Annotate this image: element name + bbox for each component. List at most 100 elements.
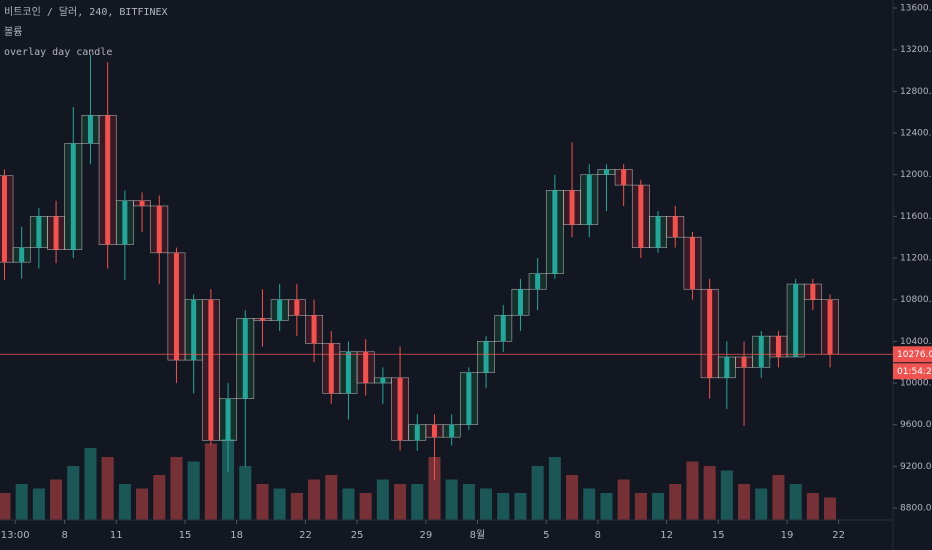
volume-bar bbox=[101, 457, 114, 520]
volume-bar bbox=[256, 484, 269, 520]
volume-bar bbox=[411, 484, 424, 520]
volume-bar bbox=[566, 475, 579, 520]
candle-body bbox=[139, 200, 145, 206]
y-tick-label: 10000.0 bbox=[900, 379, 932, 389]
candle-body bbox=[655, 216, 661, 248]
volume-label: 볼륨 bbox=[4, 26, 22, 38]
candle-body bbox=[105, 115, 111, 245]
volume-bar bbox=[738, 484, 751, 520]
volume-bar bbox=[806, 493, 819, 520]
last-price-box bbox=[893, 346, 932, 363]
candle-body bbox=[621, 169, 627, 186]
y-tick-label: 10400.0 bbox=[900, 337, 932, 347]
candle-body bbox=[500, 315, 506, 342]
volume-bar bbox=[239, 466, 252, 520]
x-tick-label: 25 bbox=[351, 530, 364, 541]
candle-body bbox=[277, 299, 283, 321]
volume-bar bbox=[376, 479, 389, 520]
volume-bar bbox=[703, 466, 716, 520]
volume-bar bbox=[222, 439, 235, 520]
volume-bar bbox=[187, 461, 200, 520]
x-tick-label: 18 bbox=[230, 530, 243, 541]
indicator-label: overlay day candle bbox=[4, 47, 112, 58]
volume-bar bbox=[342, 488, 355, 520]
candle-body bbox=[586, 174, 592, 225]
candle-body bbox=[191, 299, 197, 361]
candle-body bbox=[827, 299, 833, 355]
x-tick-label: 13:00 bbox=[1, 530, 30, 541]
candle-body bbox=[449, 424, 455, 438]
y-tick-label: 12800.0 bbox=[900, 87, 932, 97]
x-tick-label: 22 bbox=[299, 530, 312, 541]
volume-bar bbox=[428, 457, 441, 520]
volume-bar bbox=[325, 475, 338, 520]
volume-bar bbox=[204, 443, 217, 520]
volume-bar bbox=[669, 484, 682, 520]
volume-bar bbox=[617, 479, 630, 520]
candle-body bbox=[707, 289, 713, 378]
candle-body bbox=[380, 377, 386, 384]
y-tick-label: 11200.0 bbox=[900, 254, 932, 264]
volume-bar bbox=[583, 488, 596, 520]
volume-bar bbox=[634, 493, 647, 520]
x-tick-label: 8월 bbox=[470, 529, 486, 541]
y-tick-label: 13200.0 bbox=[900, 45, 932, 55]
volume-bar bbox=[118, 484, 131, 520]
volume-bar bbox=[755, 488, 768, 520]
x-tick-label: 5 bbox=[543, 530, 549, 541]
volume-bar bbox=[359, 493, 372, 520]
candle-body bbox=[242, 318, 248, 399]
volume-bar bbox=[480, 488, 493, 520]
volume-bar bbox=[772, 475, 785, 520]
volume-bar bbox=[789, 484, 802, 520]
y-tick-label: 11600.0 bbox=[900, 212, 932, 222]
countdown-label: 01:54:22 bbox=[897, 367, 932, 377]
candle-body bbox=[328, 343, 334, 394]
volume-bar bbox=[686, 461, 699, 520]
last-price-label: 10276.0 bbox=[897, 350, 932, 360]
volume-bar bbox=[720, 470, 733, 520]
volume-bar bbox=[652, 493, 665, 520]
candle-body bbox=[311, 315, 317, 344]
candle-body bbox=[259, 318, 265, 321]
x-tick-label: 22 bbox=[832, 530, 845, 541]
volume-bar bbox=[84, 448, 97, 520]
candle-body bbox=[36, 216, 42, 248]
axes: 8800.0 9200.0 9600.0 10000.0 10400.0 10800.0 1… bbox=[1, 4, 932, 541]
candle-body bbox=[758, 336, 764, 368]
y-tick-label: 10800.0 bbox=[900, 295, 932, 305]
volume-bar bbox=[308, 479, 321, 520]
volume-bar bbox=[548, 457, 561, 520]
candle-body bbox=[638, 185, 644, 248]
plot-area bbox=[0, 54, 893, 520]
candle-body bbox=[689, 237, 695, 290]
y-tick-label: 13600.0 bbox=[900, 4, 932, 14]
y-tick-label: 8800.0 bbox=[900, 504, 932, 514]
candle-body bbox=[810, 284, 816, 300]
volume-bar bbox=[153, 475, 166, 520]
candle-body bbox=[672, 216, 678, 238]
candle-body bbox=[87, 115, 93, 144]
volume-bar bbox=[170, 457, 183, 520]
candle-body bbox=[552, 190, 558, 274]
candle-body bbox=[775, 336, 781, 357]
x-tick-label: 12 bbox=[660, 530, 673, 541]
volume-bar bbox=[531, 466, 544, 520]
candle-body bbox=[535, 273, 541, 290]
volume-bar bbox=[15, 484, 28, 520]
candle-body bbox=[363, 351, 369, 384]
x-tick-label: 11 bbox=[110, 530, 123, 541]
x-tick-label: 8 bbox=[595, 530, 601, 541]
volume-bar bbox=[445, 479, 458, 520]
volume-bar bbox=[290, 493, 303, 520]
volume-bar bbox=[600, 493, 613, 520]
y-tick-label: 12400.0 bbox=[900, 129, 932, 139]
x-tick-label: 8 bbox=[61, 530, 67, 541]
candle-body bbox=[294, 299, 300, 316]
volume-bar bbox=[67, 466, 80, 520]
volume-bar bbox=[273, 488, 286, 520]
candle-body bbox=[1, 175, 7, 263]
volume-bar bbox=[0, 493, 11, 520]
candle-body bbox=[603, 169, 609, 175]
